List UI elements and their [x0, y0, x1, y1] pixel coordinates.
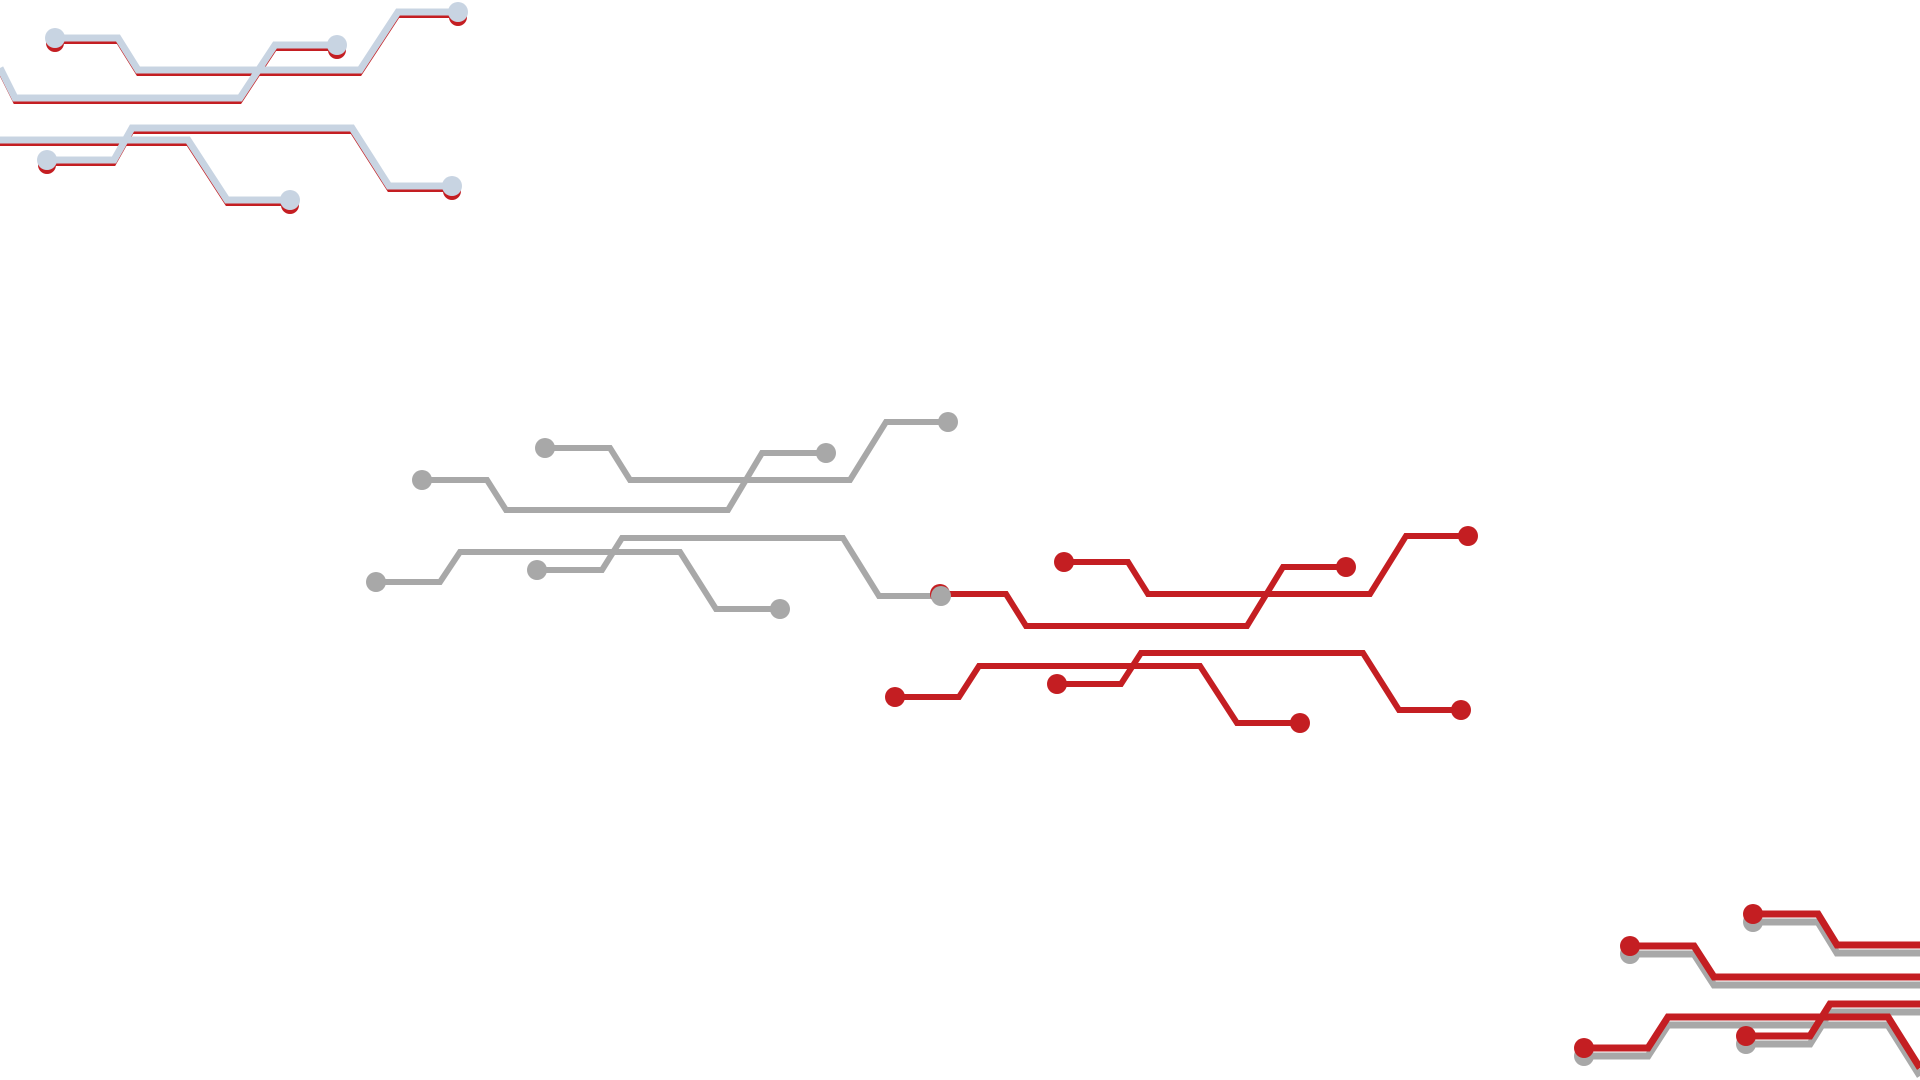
- trace-node: [412, 470, 432, 490]
- trace-node: [1574, 1038, 1594, 1058]
- trace: [537, 535, 941, 599]
- trace: [47, 130, 452, 192]
- trace-node: [366, 572, 386, 592]
- trace-node: [1451, 700, 1471, 720]
- trace: [0, 41, 337, 102]
- trace-node: [1458, 526, 1478, 546]
- trace: [47, 124, 452, 190]
- trace: [895, 663, 1300, 726]
- trace: [1746, 1008, 1920, 1048]
- trace: [376, 549, 780, 612]
- trace: [422, 450, 826, 513]
- trace-node: [816, 443, 836, 463]
- trace-node: [1736, 1026, 1756, 1046]
- circuit-bottom-right: [1574, 904, 1920, 1078]
- trace: [1584, 1013, 1920, 1070]
- trace: [55, 14, 458, 76]
- trace-node: [1290, 713, 1310, 733]
- trace: [1753, 910, 1920, 949]
- trace: [0, 136, 290, 204]
- trace-node: [1054, 552, 1074, 572]
- trace-node: [442, 176, 462, 196]
- trace-node: [1336, 557, 1356, 577]
- trace-node: [1620, 936, 1640, 956]
- circuit-center-red: [885, 526, 1478, 733]
- trace-node: [448, 2, 468, 22]
- trace-node: [885, 687, 905, 707]
- trace: [1584, 1021, 1920, 1078]
- circuit-center-gray: [366, 412, 958, 619]
- trace: [1630, 942, 1920, 981]
- trace-node: [1047, 674, 1067, 694]
- trace: [1753, 918, 1920, 957]
- trace-node: [931, 586, 951, 606]
- trace: [1746, 1000, 1920, 1040]
- trace-node: [37, 150, 57, 170]
- trace-node: [1743, 904, 1763, 924]
- trace-node: [938, 412, 958, 432]
- trace: [55, 8, 458, 74]
- trace: [1057, 650, 1461, 713]
- trace: [940, 564, 1346, 629]
- trace-node: [770, 599, 790, 619]
- trace-node: [327, 35, 347, 55]
- trace-node: [45, 28, 65, 48]
- trace: [1630, 950, 1920, 989]
- trace-node: [280, 190, 300, 210]
- trace-node: [527, 560, 547, 580]
- trace: [545, 419, 948, 483]
- circuit-top-left: [0, 2, 468, 214]
- trace-node: [535, 438, 555, 458]
- trace: [1064, 533, 1468, 597]
